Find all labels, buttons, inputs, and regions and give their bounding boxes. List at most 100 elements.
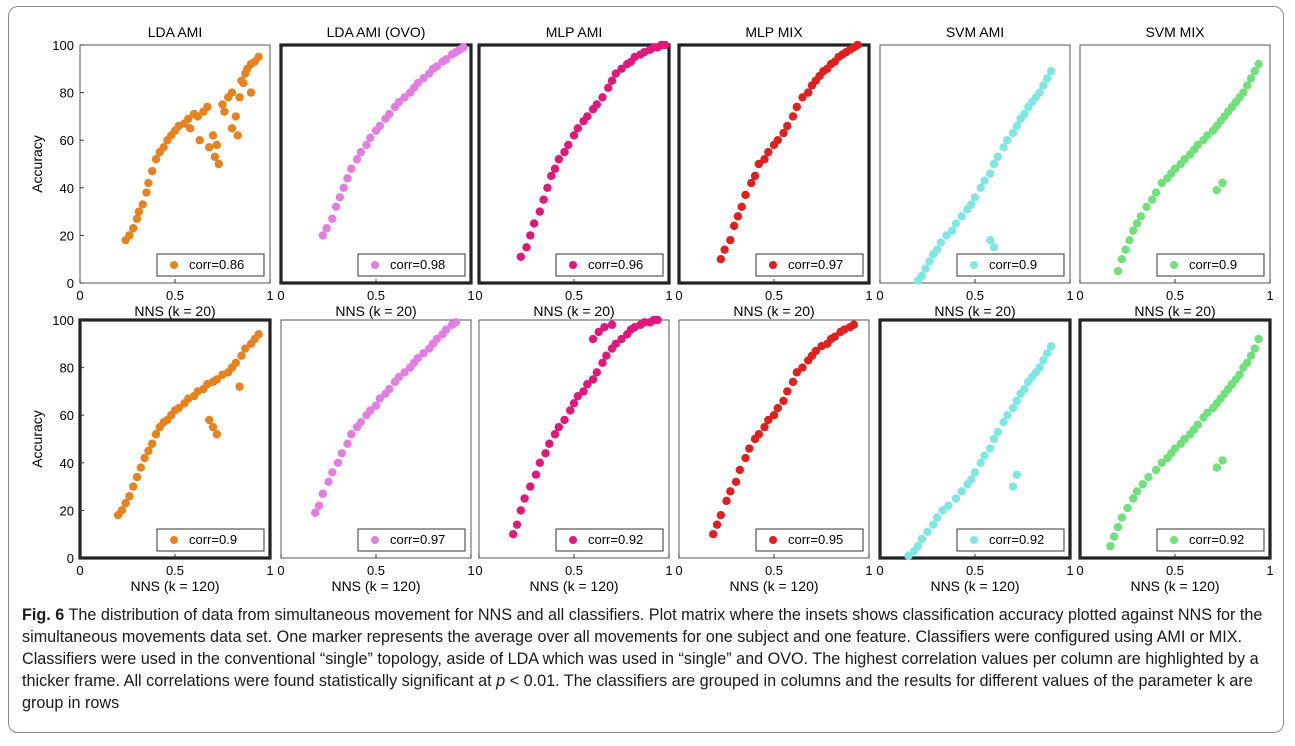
data-point [573,391,582,401]
data-point [951,219,961,228]
data-point [1243,81,1252,90]
data-point [936,238,945,247]
subplot-title: LDA AMI [148,24,202,40]
figure-caption: Fig. 6 The distribution of data from sim… [22,604,1272,714]
data-point [1193,140,1203,150]
data-point [129,224,138,233]
data-point [526,482,535,491]
y-axis-label: Accuracy [29,135,45,193]
data-point [611,339,620,348]
data-point [1212,463,1222,472]
legend-marker [569,261,577,269]
data-point [588,334,598,344]
data-point [1106,541,1115,551]
data-point [1170,164,1180,173]
data-point [1043,74,1052,83]
subplot-title: MLP AMI [546,24,603,40]
data-point [731,477,741,487]
x-tick-label: 0 [1076,288,1083,303]
legend-box [156,528,265,552]
legend-marker [371,536,379,544]
data-point [741,453,750,463]
data-point [117,506,127,515]
data-point [509,530,518,539]
data-point [735,465,744,475]
data-point [311,508,320,517]
p-symbol: p [496,672,506,690]
data-point [1039,356,1048,365]
y-axis-label: Accuracy [29,410,45,468]
data-point [132,214,142,223]
data-point [1180,155,1189,164]
data-point [331,202,341,212]
data-point [788,377,798,387]
data-point [144,178,153,188]
x-axis-label: NNS (k = 120) [729,578,818,594]
data-point [747,178,756,188]
data-point [760,155,769,164]
data-point [144,446,153,456]
data-point [569,399,579,408]
legend-label: corr=0.92 [588,532,643,547]
subplot-1-2: 0 0.5 1 NNS (k = 120) corr=0.92 [475,315,673,594]
data-point [583,112,592,121]
x-tick-label: 1 [467,563,474,578]
x-tick-label: 0 [475,288,482,303]
data-point [976,458,985,467]
data-point [314,501,324,510]
x-tick-label: 0.5 [166,563,184,578]
data-point [227,88,237,97]
data-point [583,380,592,389]
data-point [1020,384,1029,394]
data-point [142,188,151,197]
data-point [375,394,384,403]
data-point [1039,81,1048,90]
data-point [134,207,144,216]
data-point [205,415,214,425]
data-point [592,368,601,377]
subplot-1-5: 0 0.5 1 NNS (k = 120) corr=0.92 [1076,318,1274,594]
data-point [254,330,263,339]
legend-box [357,528,466,552]
data-point [1246,351,1256,360]
data-point [560,147,569,157]
data-point [1046,341,1056,351]
data-point [932,513,942,522]
data-point [720,245,729,254]
data-point [148,439,157,448]
data-point [1151,188,1161,197]
data-point [1218,178,1227,188]
data-point [516,252,525,262]
y-tick-label: 20 [60,503,74,518]
data-point [343,174,352,183]
y-tick-label: 40 [60,181,74,196]
legend-box [956,253,1065,277]
data-point [140,453,149,463]
y-tick-label: 20 [60,228,74,243]
y-tick-label: 60 [60,133,74,148]
data-point [220,107,229,116]
data-point [413,353,422,363]
data-point [566,406,575,415]
data-point [579,387,588,396]
data-point [1148,195,1157,204]
x-tick-label: 0.5 [367,288,385,303]
legend-label: corr=0.97 [390,532,445,547]
data-point [951,494,961,503]
data-point [779,396,788,406]
data-point [976,183,985,192]
data-point [214,159,223,169]
legend-label: corr=0.9 [989,257,1037,272]
x-tick-label: 1 [1066,288,1073,303]
data-point [980,176,989,185]
data-point [322,224,331,233]
data-point [929,520,938,529]
data-point [129,482,138,491]
legend-marker [170,536,178,544]
data-point [588,375,598,384]
data-point [1235,370,1244,379]
data-point [1203,408,1212,418]
data-point [394,97,403,107]
subplot-1-4: 0 0.5 1 NNS (k = 120) corr=0.92 [876,318,1074,594]
